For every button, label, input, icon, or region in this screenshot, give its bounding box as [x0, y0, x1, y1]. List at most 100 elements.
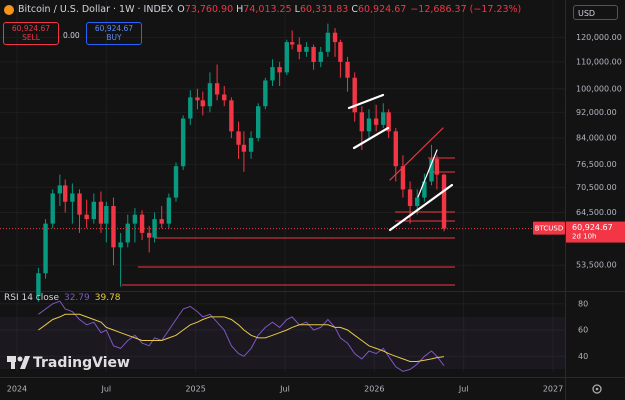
- rsi-line: [38, 313, 445, 362]
- ohlc-value: 60,331.83: [299, 4, 349, 15]
- candle-body: [188, 97, 193, 119]
- candle-body: [207, 83, 213, 107]
- ohlc-item: H74,013.25: [236, 4, 292, 15]
- y-tick-label: 64,500.00: [576, 208, 617, 217]
- candle-body: [125, 223, 130, 243]
- candle-body: [255, 106, 261, 138]
- buy-price: 60,924.67: [94, 24, 134, 33]
- candle-body: [434, 158, 440, 175]
- candle-body: [118, 242, 123, 248]
- candle-body: [386, 112, 391, 132]
- ohlc-value: 60,924.67: [357, 4, 407, 15]
- candle-body: [400, 166, 406, 190]
- buy-button[interactable]: 60,924.67 BUY: [86, 22, 142, 45]
- y-tick-label: 70,500.00: [576, 183, 617, 192]
- ohlc-item: C60,924.67: [351, 4, 406, 15]
- candle-body: [132, 214, 138, 224]
- candle-body: [236, 131, 241, 145]
- x-tick-label: 2025: [185, 385, 205, 394]
- trendlines: [347, 93, 454, 232]
- sell-button[interactable]: 60,924.67 SELL: [3, 22, 59, 45]
- gear-center: [595, 387, 599, 391]
- candle-body: [304, 46, 309, 52]
- candle-body: [359, 112, 365, 132]
- candle-body: [422, 181, 427, 198]
- symbol-icon: [4, 4, 14, 15]
- symbol-title: Bitcoin / U.S. Dollar · 1W · INDEX: [18, 4, 174, 15]
- x-tick-label: 2024: [7, 385, 27, 394]
- candle-body: [407, 189, 413, 206]
- rsi-line: [38, 300, 445, 372]
- y-tick-label: 53,500.00: [576, 261, 617, 270]
- currency-select[interactable]: USD: [573, 5, 618, 20]
- settings-icon[interactable]: [592, 384, 602, 394]
- y-tick-label: 76,500.00: [576, 160, 617, 169]
- trendline: [352, 126, 390, 150]
- y-tick-label: 60: [578, 326, 588, 335]
- y-tick-label: 92,000.00: [576, 108, 617, 117]
- y-tick-label: 110,000.00: [576, 57, 622, 66]
- candle-body: [222, 94, 227, 101]
- candle-body: [415, 197, 420, 206]
- symbol-tag-bg: [533, 221, 565, 235]
- candle-body: [311, 46, 316, 62]
- sell-price: 60,924.67: [11, 24, 51, 33]
- x-tick-label: 2026: [364, 385, 384, 394]
- candle-body: [43, 223, 48, 274]
- candle-body: [180, 118, 186, 167]
- candle-body: [70, 193, 75, 202]
- candle-body: [36, 273, 41, 296]
- candle-body: [147, 232, 152, 238]
- x-tick-label: 2027: [543, 385, 563, 394]
- horizontal-levels: [122, 157, 455, 286]
- candle-body: [139, 214, 145, 233]
- logo-part: [17, 356, 23, 362]
- watermark-text: TradingView: [33, 355, 130, 371]
- rsi-ma-value: 39.78: [94, 293, 121, 303]
- currency: USD: [578, 9, 596, 18]
- candle-body: [277, 67, 282, 73]
- change: −12,686.37 (−17.23%): [410, 4, 522, 15]
- candle-body: [381, 112, 386, 125]
- candle-body: [352, 77, 357, 113]
- candle-body: [241, 144, 247, 152]
- candles: [0, 23, 565, 302]
- ohlc-key: C: [351, 4, 358, 15]
- axes: 120,000.00 110,000.00 100,000.00 92,000.00 8…: [7, 33, 625, 394]
- gear[interactable]: [592, 384, 602, 394]
- countdown: 2d 10h: [572, 233, 596, 241]
- candle-body: [173, 166, 179, 198]
- y-tick-label: 84,000.00: [576, 133, 617, 142]
- candle-body: [77, 193, 82, 215]
- logo-part: [11, 356, 15, 369]
- candle-body: [214, 83, 220, 95]
- rsi-pane: [38, 300, 445, 372]
- candle-body: [229, 100, 234, 132]
- candle-body: [338, 42, 343, 62]
- ohlc-value: 74,013.25: [243, 4, 292, 15]
- candle-body: [91, 201, 97, 220]
- candle-body: [297, 44, 302, 52]
- ohlc-value: 73,760.90: [184, 4, 234, 15]
- trendline: [388, 183, 454, 232]
- candle-body: [345, 61, 350, 78]
- candle-body: [200, 100, 206, 107]
- candle-body: [195, 97, 200, 101]
- legend: Bitcoin / U.S. Dollar · 1W · INDEX O73,7…: [4, 4, 521, 15]
- x-tick-label: Jul: [100, 385, 111, 394]
- candle-body: [248, 137, 254, 152]
- ohlc-key: L: [294, 4, 300, 15]
- spread: 0.00: [63, 31, 80, 40]
- candle-body: [111, 205, 116, 248]
- x-tick-label: Jul: [279, 385, 290, 394]
- symbol-tag: BTCUSD: [535, 225, 564, 233]
- candle-body: [270, 67, 275, 81]
- logo-part: [20, 356, 30, 369]
- candle-body: [393, 131, 398, 167]
- candle-body: [84, 214, 89, 220]
- rsi-band: [0, 317, 565, 369]
- trendline: [417, 149, 438, 198]
- ohlc-key: O: [177, 4, 185, 15]
- candle-body: [57, 185, 63, 194]
